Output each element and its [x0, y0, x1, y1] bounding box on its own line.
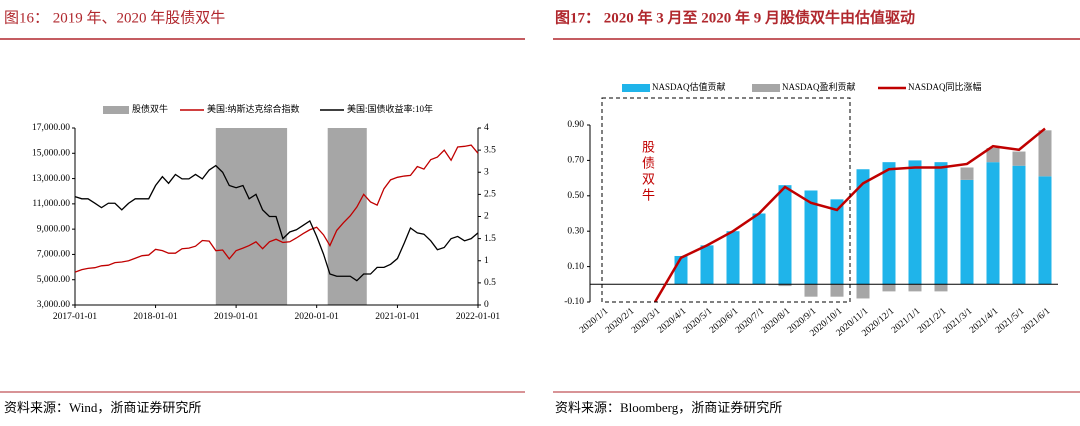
- y-tick-label: 15,000.00: [32, 148, 70, 158]
- y-tick-label: 3,000.00: [37, 300, 71, 310]
- legend-label: 股债双牛: [132, 103, 168, 114]
- x-tick-label: 2022-01-01: [456, 312, 501, 322]
- bar: [778, 185, 792, 285]
- chart-title: 图16： 2019 年、2020 年股债双牛: [4, 9, 225, 26]
- y2-tick-label: 1: [484, 256, 489, 266]
- y-tick-label: 0.70: [567, 156, 584, 166]
- y-tick-label: 17,000.00: [32, 123, 70, 133]
- y-tick-label: 0.30: [567, 226, 584, 236]
- y-tick-label: 0.90: [567, 120, 584, 130]
- bar: [752, 213, 766, 285]
- y2-tick-label: 4: [484, 123, 489, 133]
- legend-label: NASDAQ盈利贡献: [782, 81, 856, 92]
- y2-tick-label: 0.5: [484, 278, 496, 288]
- legend-label: 美国:纳斯达克综合指数: [207, 103, 300, 114]
- bar: [934, 162, 948, 285]
- bar: [830, 284, 844, 297]
- bar: [908, 284, 922, 292]
- x-tick-label: 2021/6/1: [1020, 306, 1052, 336]
- source: 资料来源：Bloomberg，浙商证券研究所: [555, 400, 782, 415]
- x-tick-label: 2019-01-01: [214, 312, 259, 322]
- bar: [934, 284, 948, 292]
- bar: [804, 190, 818, 285]
- bar: [960, 179, 974, 285]
- legend-label: NASDAQ同比涨幅: [908, 81, 982, 92]
- legend-swatch: [103, 106, 129, 114]
- bar: [882, 162, 896, 285]
- x-tick-label: 2020-01-01: [295, 312, 340, 322]
- y-tick-label: 0.10: [567, 262, 584, 272]
- y2-tick-label: 0: [484, 300, 489, 310]
- x-tick-label: 2021-01-01: [375, 312, 420, 322]
- chart-title: 图17： 2020 年 3 月至 2020 年 9 月股债双牛由估值驱动: [555, 8, 915, 26]
- bar: [856, 284, 870, 299]
- y2-tick-label: 3.5: [484, 145, 496, 155]
- y2-tick-label: 3: [484, 167, 489, 177]
- y-tick-label: -0.10: [564, 297, 584, 307]
- highlight-box: [601, 97, 851, 303]
- bar: [1012, 165, 1026, 285]
- bar: [1038, 176, 1052, 285]
- y-tick-label: 11,000.00: [32, 199, 70, 209]
- legend-label: 美国:国债收益率:10年: [347, 103, 433, 114]
- annotation: 股债双牛: [640, 140, 655, 204]
- y-tick-label: 9,000.00: [37, 224, 71, 234]
- bar: [882, 284, 896, 292]
- bar: [804, 284, 818, 297]
- y-tick-label: 5,000.00: [37, 275, 71, 285]
- bar: [778, 284, 792, 287]
- bar: [986, 148, 1000, 163]
- x-tick-label: 2017-01-01: [53, 312, 98, 322]
- bar: [908, 160, 922, 285]
- y2-tick-label: 1.5: [484, 234, 496, 244]
- bar: [1038, 130, 1052, 177]
- series-line: [74, 164, 479, 282]
- y2-tick-label: 2: [484, 212, 489, 222]
- bar: [674, 255, 688, 285]
- bar: [830, 199, 844, 285]
- y-tick-label: 0.50: [567, 191, 584, 201]
- y2-tick-label: 2.5: [484, 190, 496, 200]
- bar: [726, 231, 740, 285]
- source: 资料来源：Wind，浙商证券研究所: [4, 400, 201, 415]
- bar: [986, 162, 1000, 285]
- bar: [700, 245, 714, 285]
- legend-swatch: [752, 84, 780, 92]
- x-tick-label: 2018-01-01: [133, 312, 178, 322]
- bar: [960, 167, 974, 180]
- shaded-region: [327, 128, 367, 305]
- bar: [1012, 151, 1026, 166]
- bar: [856, 169, 870, 285]
- y-tick-label: 7,000.00: [37, 250, 71, 260]
- series-line: [74, 144, 479, 273]
- y-tick-label: 13,000.00: [32, 174, 70, 184]
- legend-label: NASDAQ估值贡献: [652, 81, 726, 92]
- legend-swatch: [622, 84, 650, 92]
